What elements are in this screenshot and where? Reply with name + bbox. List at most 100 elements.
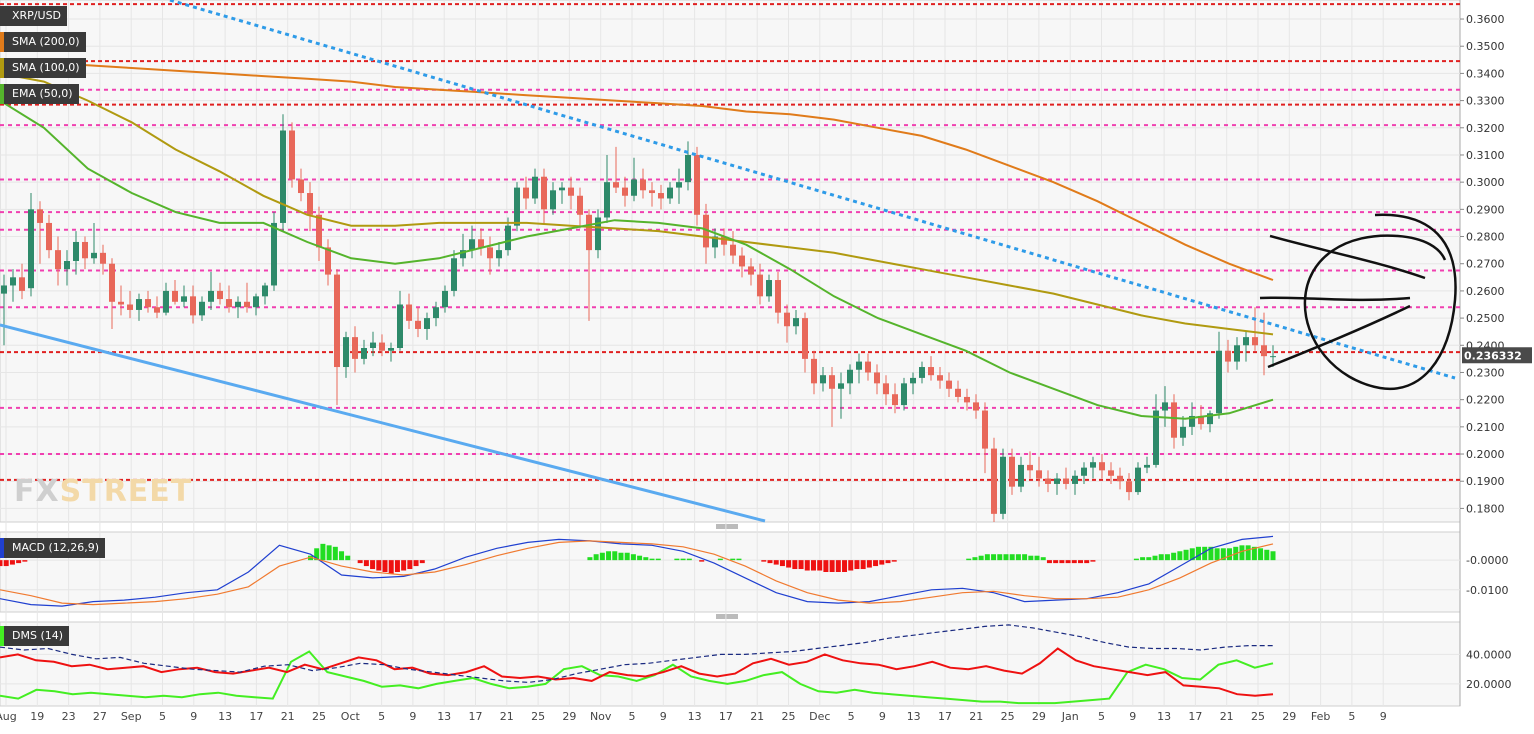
y-tick-label: 0.3400: [1466, 67, 1505, 80]
macd-histogram-bar: [1040, 557, 1046, 561]
x-tick-label: 21: [750, 710, 764, 723]
x-tick-label: 25: [1001, 710, 1015, 723]
annotation-circle: [1303, 213, 1457, 391]
macd-histogram-bar: [823, 560, 829, 572]
macd-histogram-bar: [835, 560, 841, 572]
candle-body: [865, 361, 871, 373]
macd-histogram-bar: [1239, 545, 1245, 561]
dms-panel-bg: [0, 621, 1461, 707]
candle-body: [199, 301, 205, 316]
dms-y-tick-label: 20.0000: [1466, 678, 1512, 691]
candle-body: [28, 209, 34, 289]
macd-histogram-bar: [388, 560, 394, 574]
dms-label: DMS (14): [0, 626, 70, 646]
x-tick-label: 9: [879, 710, 886, 723]
macd-histogram-bar: [1258, 548, 1264, 561]
macd-histogram-bar: [879, 560, 885, 565]
macd-histogram-bar: [761, 560, 767, 562]
candle-body: [1090, 462, 1096, 468]
macd-histogram-bar: [817, 560, 823, 571]
x-tick-label: Jan: [1061, 710, 1079, 723]
candle-body: [388, 348, 394, 351]
candle-body: [973, 402, 979, 411]
macd-histogram-bar: [1084, 560, 1090, 564]
candle-body: [1234, 345, 1240, 362]
candle-body: [433, 307, 439, 319]
x-tick-label: 17: [249, 710, 263, 723]
x-tick-label: 21: [281, 710, 295, 723]
x-tick-label: 13: [437, 710, 451, 723]
candle-body: [1270, 356, 1276, 358]
candle-body: [1099, 462, 1105, 471]
x-tick-label: 5: [1348, 710, 1355, 723]
candle-body: [253, 296, 259, 308]
macd-histogram-bar: [891, 560, 897, 562]
candle-body: [838, 383, 844, 389]
macd-histogram-bar: [885, 560, 891, 564]
macd-histogram-bar: [1177, 551, 1183, 561]
candle-body: [595, 217, 601, 251]
macd-histogram-bar: [699, 560, 705, 562]
candle-body: [406, 304, 412, 321]
macd-histogram-bar: [1208, 546, 1214, 561]
candle-body: [928, 367, 934, 376]
x-tick-label: 9: [660, 710, 667, 723]
macd-histogram-bar: [1270, 551, 1276, 561]
candle-body: [532, 176, 538, 199]
candle-body: [334, 274, 340, 368]
candle-body: [1243, 337, 1249, 346]
y-tick-label: 0.3300: [1466, 95, 1505, 108]
macd-histogram-bar: [339, 551, 345, 561]
x-tick-label: 25: [782, 710, 796, 723]
macd-histogram-bar: [866, 560, 872, 568]
indicator-label-sma200: SMA (200,0): [0, 32, 86, 52]
symbol-text: XRP/USD: [12, 9, 62, 22]
price-badge: [1462, 347, 1532, 364]
candle-body: [460, 250, 466, 259]
candle-body: [127, 304, 133, 310]
candle-body: [1126, 481, 1132, 493]
macd-histogram-bar: [401, 560, 407, 571]
candle-body: [172, 290, 178, 302]
candle-body: [469, 239, 475, 251]
candle-body: [514, 187, 520, 226]
candle-body: [361, 348, 367, 359]
macd-histogram-bar: [1133, 558, 1139, 561]
candle-body: [892, 394, 898, 406]
macd-histogram-bar: [1034, 555, 1040, 561]
dms-swatch: [0, 626, 4, 646]
candle-body: [982, 410, 988, 449]
candle-body: [73, 241, 79, 261]
macd-histogram-bar: [1158, 554, 1164, 561]
x-tick-label: Oct: [341, 710, 361, 723]
macd-histogram-bar: [599, 552, 605, 561]
candle-body: [793, 318, 799, 327]
macd-histogram-bar: [1195, 546, 1201, 561]
macd-histogram-bar: [1251, 546, 1257, 561]
candle-body: [352, 337, 358, 359]
macd-histogram-bar: [1264, 549, 1270, 561]
candle-body: [1000, 456, 1006, 514]
candle-body: [442, 290, 448, 308]
macd-histogram-bar: [1077, 560, 1083, 564]
candle-body: [586, 214, 592, 251]
macd-histogram-bar: [320, 543, 326, 561]
candle-body: [667, 187, 673, 199]
macd-histogram-bar: [587, 557, 593, 561]
ma-line: [0, 58, 1274, 281]
macd-histogram-bar: [332, 546, 338, 561]
y-tick-label: 0.2000: [1466, 448, 1505, 461]
candle-body: [523, 187, 529, 199]
macd-histogram-bar: [326, 545, 332, 561]
x-tick-label: Nov: [590, 710, 612, 723]
x-tick-label: 29: [562, 710, 576, 723]
panel-separator-handle: [716, 524, 738, 529]
x-tick-label: 13: [218, 710, 232, 723]
candle-body: [1036, 470, 1042, 479]
sma100-swatch: [0, 58, 4, 78]
macd-histogram-bar: [637, 555, 643, 561]
macd-histogram-bar: [810, 560, 816, 571]
macd-histogram-bar: [618, 552, 624, 561]
x-tick-label: 5: [1098, 710, 1105, 723]
